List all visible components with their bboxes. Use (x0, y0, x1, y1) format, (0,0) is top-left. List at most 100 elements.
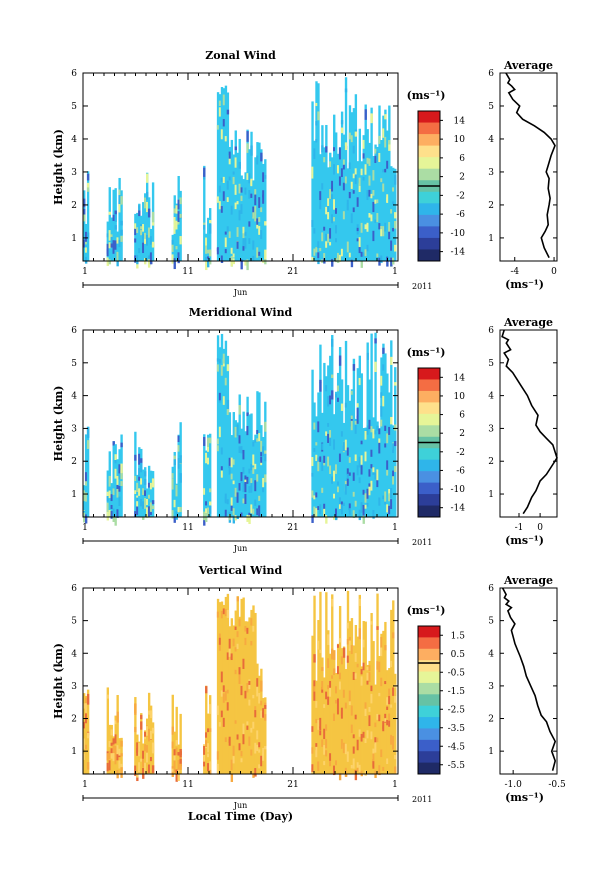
colorbar-segment (418, 214, 440, 227)
data-column (333, 650, 336, 774)
data-cell (264, 453, 267, 462)
data-cell (378, 765, 381, 776)
data-cell (207, 728, 210, 733)
data-cell (315, 138, 318, 143)
data-cell (394, 466, 397, 473)
data-cell (246, 173, 249, 180)
y-tick-label: 5 (71, 359, 77, 369)
data-cell (392, 687, 395, 696)
data-cell (321, 686, 324, 693)
data-cell (360, 222, 363, 233)
data-cell (171, 244, 174, 251)
data-cell (370, 480, 373, 491)
data-cell (325, 385, 328, 392)
data-cell (120, 220, 123, 226)
data-cell (331, 476, 334, 484)
data-cell (116, 509, 119, 518)
avg-y-tick-label: 4 (488, 392, 494, 402)
data-column (313, 402, 316, 517)
data-cell (358, 237, 361, 248)
data-cell (327, 205, 330, 213)
data-cell (108, 741, 111, 748)
data-cell (382, 721, 385, 730)
data-cell (216, 364, 220, 372)
data-cell (352, 746, 356, 754)
data-cell (368, 486, 371, 496)
data-cell (352, 472, 356, 481)
data-cell (350, 213, 354, 224)
data-cell (386, 758, 389, 765)
data-cell (256, 429, 259, 435)
data-cell (354, 423, 358, 434)
data-cell (321, 681, 324, 690)
data-cell (220, 671, 224, 683)
data-cell (386, 460, 389, 470)
data-column (331, 594, 334, 774)
data-cell (356, 465, 360, 476)
data-cell (384, 114, 387, 120)
data-column (319, 591, 322, 774)
data-cell (317, 256, 320, 265)
data-cell (335, 225, 338, 234)
data-cell (84, 256, 88, 264)
data-cell (108, 509, 111, 517)
data-cell (205, 732, 208, 738)
data-cell (338, 681, 342, 690)
data-cell (344, 88, 348, 93)
data-cell (258, 216, 261, 222)
data-cell (173, 458, 176, 466)
data-cell (366, 730, 369, 739)
colorbar-tick-label: -10 (451, 485, 466, 495)
data-cell (340, 168, 344, 177)
data-cell (378, 438, 381, 444)
data-cell (386, 160, 389, 169)
data-cell (250, 618, 253, 626)
data-cell (327, 208, 330, 220)
data-column (228, 626, 232, 774)
data-cell (238, 483, 241, 491)
colorbar-tick-label: -6 (456, 210, 465, 220)
data-cell (315, 454, 318, 461)
data-cell (384, 681, 387, 685)
data-cell (140, 458, 143, 465)
data-column (390, 609, 393, 774)
data-column (264, 159, 267, 261)
data-cell (110, 510, 113, 518)
data-column (325, 592, 328, 774)
data-cell (222, 94, 226, 106)
data-cell (248, 736, 251, 746)
data-cell (140, 498, 143, 507)
data-cell (179, 506, 182, 513)
data-cell (362, 639, 365, 648)
data-cell (175, 246, 178, 250)
data-cell (136, 506, 139, 515)
data-column (234, 420, 237, 517)
data-cell (392, 632, 395, 639)
data-cell (244, 479, 247, 484)
data-column (315, 416, 318, 517)
data-cell (354, 131, 358, 137)
data-cell (238, 446, 241, 453)
data-cell (205, 452, 208, 464)
data-cell (147, 259, 151, 268)
data-cell (315, 247, 318, 253)
data-cell (327, 456, 330, 467)
data-column (376, 421, 379, 517)
data-cell (250, 483, 253, 493)
data-column (317, 83, 320, 261)
data-cell (317, 421, 320, 433)
data-cell (313, 686, 316, 692)
y-tick-label: 6 (71, 584, 77, 594)
data-column (236, 596, 239, 774)
data-column (356, 368, 360, 517)
data-cell (335, 700, 338, 704)
data-cell (234, 487, 237, 497)
data-cell (120, 753, 123, 757)
colorbar-tick-label: 10 (454, 392, 466, 402)
data-cell (232, 176, 235, 185)
data-column (250, 609, 253, 774)
data-cell (175, 220, 178, 230)
data-cell (350, 645, 354, 655)
colorbar-segment (418, 390, 440, 403)
